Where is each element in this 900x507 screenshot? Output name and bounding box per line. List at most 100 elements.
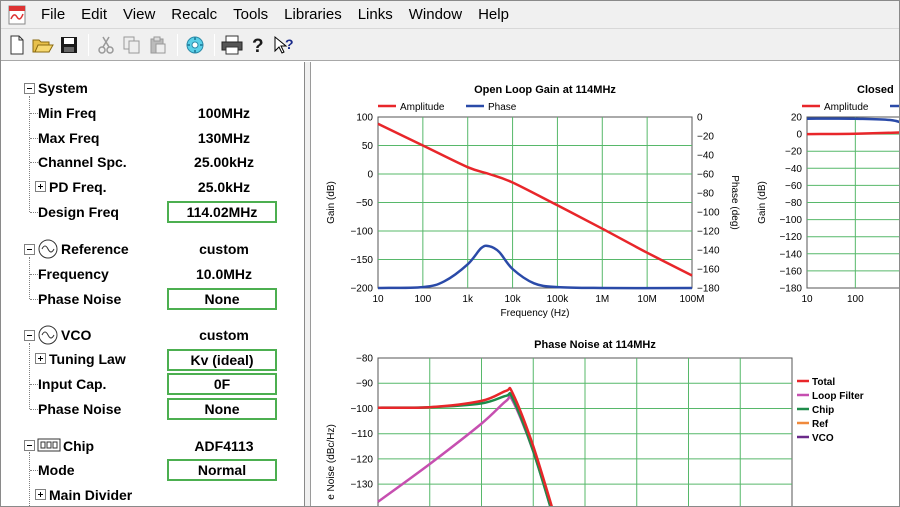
x-tick-label: 1k [898, 294, 900, 305]
tuning-law-input[interactable]: Kv (ideal) [167, 349, 277, 371]
y-tick-label: 100 [356, 113, 373, 124]
main-divider-label[interactable]: Main Divider [49, 487, 133, 503]
y-tick-label: −110 [351, 429, 373, 440]
y-tick-label: −80 [785, 198, 802, 209]
tuning-law-label[interactable]: Tuning Law [49, 351, 126, 367]
y-tick-label: −160 [779, 266, 802, 277]
save-icon[interactable] [57, 33, 81, 57]
channel-spacing-value[interactable]: 25.00kHz [194, 154, 254, 170]
group-system-label[interactable]: System [38, 80, 88, 96]
design-freq-label[interactable]: Design Freq [38, 204, 119, 220]
mode-label[interactable]: Mode [38, 462, 75, 478]
menu-tools[interactable]: Tools [233, 5, 269, 23]
pd-freq-label[interactable]: PD Freq. [49, 179, 107, 195]
paste-icon[interactable] [146, 33, 170, 57]
reference-phase-noise-label[interactable]: Phase Noise [38, 291, 122, 307]
expand-tuning-law-icon[interactable] [35, 353, 46, 364]
open-folder-icon[interactable] [31, 33, 55, 57]
chip-icon [37, 438, 61, 455]
y-tick-label: −100 [350, 404, 373, 415]
expand-pd-freq-icon[interactable] [35, 181, 46, 192]
series-line-amplitude [806, 131, 899, 136]
x-tick-label: 10M [637, 294, 656, 305]
vco-value[interactable]: custom [199, 327, 249, 343]
menu-libraries[interactable]: Libraries [284, 5, 342, 23]
min-freq-label[interactable]: Min Freq [38, 105, 97, 121]
reference-phase-noise-input[interactable]: None [167, 288, 277, 310]
menu-links[interactable]: Links [357, 5, 393, 23]
input-cap-input[interactable]: 0F [167, 373, 277, 395]
vco-phase-noise-label[interactable]: Phase Noise [38, 401, 122, 417]
vco-phase-noise-input[interactable]: None [167, 398, 277, 420]
input-cap-label[interactable]: Input Cap. [38, 376, 107, 392]
mode-input[interactable]: Normal [167, 459, 277, 481]
legend-label-total: Total [812, 377, 835, 388]
min-freq-value[interactable]: 100MHz [197, 105, 251, 121]
y-tick-label: 20 [791, 113, 803, 124]
toolbar-separator [177, 33, 178, 56]
menu-file[interactable]: File [41, 5, 66, 23]
y-axis-label: Gain (dB) [757, 181, 768, 224]
chart-title-open-loop: Open Loop Gain at 114MHz [474, 84, 616, 96]
tree-line [30, 470, 38, 471]
pd-freq-value[interactable]: 25.0kHz [197, 179, 251, 195]
menu-view[interactable]: View [123, 5, 156, 23]
collapse-reference-icon[interactable] [24, 244, 35, 255]
menu-recalc[interactable]: Recalc [171, 5, 218, 23]
sine-source-icon [37, 239, 59, 262]
new-file-icon[interactable] [5, 33, 29, 57]
group-reference-label[interactable]: Reference [61, 241, 129, 257]
tree-line [30, 212, 38, 213]
menu-help[interactable]: Help [478, 5, 509, 23]
collapse-vco-icon[interactable] [24, 330, 35, 341]
group-chip-label[interactable]: Chip [63, 438, 95, 454]
copy-icon[interactable] [120, 33, 144, 57]
panel-splitter[interactable] [305, 62, 311, 506]
y-tick-label: −100 [350, 227, 373, 238]
menu-bar: File Edit View Recalc Tools Libraries Li… [1, 1, 899, 29]
max-freq-label[interactable]: Max Freq [38, 130, 100, 146]
chip-value[interactable]: ADF4113 [194, 438, 254, 454]
y-tick-label: −100 [779, 215, 802, 226]
app-logo-icon[interactable] [7, 4, 29, 26]
design-freq-input[interactable]: 114.02MHz [167, 201, 277, 223]
simulate-icon[interactable] [183, 33, 207, 57]
menu-window[interactable]: Window [408, 5, 463, 23]
print-icon[interactable] [220, 33, 244, 57]
reference-value[interactable]: custom [199, 241, 249, 257]
y2-tick-label: −160 [697, 265, 720, 276]
reference-frequency-value[interactable]: 10.0MHz [195, 266, 253, 282]
y-tick-label: 0 [796, 130, 802, 141]
collapse-system-icon[interactable] [24, 83, 35, 94]
x-axis-label: Frequency (Hz) [501, 308, 570, 319]
x-tick-label: 100k [547, 294, 570, 305]
y-tick-label: −40 [785, 164, 802, 175]
context-help-icon[interactable]: ? [272, 33, 296, 57]
charts-canvas: 10 100 1k 10k 100k 1M 10M 100M100500−50−100−150… [326, 84, 900, 506]
max-freq-value[interactable]: 130MHz [197, 130, 251, 146]
y-tick-label: −20 [785, 147, 802, 158]
menu-edit[interactable]: Edit [81, 5, 108, 23]
y-tick-label: −180 [779, 284, 802, 295]
x-tick-label: 1k [462, 294, 474, 305]
tree-line [30, 409, 38, 410]
y-tick-label: 0 [367, 170, 373, 181]
tree-line [30, 113, 38, 114]
collapse-chip-icon[interactable] [24, 440, 35, 451]
legend-label-loop-filter: Loop Filter [812, 391, 864, 402]
x-tick-label: 1M [595, 294, 609, 305]
help-icon[interactable]: ? [246, 33, 270, 57]
y2-tick-label: −20 [697, 132, 714, 143]
group-vco-label[interactable]: VCO [61, 327, 92, 343]
sine-source-icon [37, 325, 59, 348]
y2-axis-label: Phase (deg) [729, 175, 740, 229]
tree-line [29, 452, 30, 506]
legend-label-ref: Ref [812, 419, 829, 430]
expand-main-divider-icon[interactable] [35, 489, 46, 500]
reference-frequency-label[interactable]: Frequency [38, 266, 109, 282]
cut-icon[interactable] [94, 33, 118, 57]
x-tick-label: 100 [415, 294, 432, 305]
y-axis-label: e Noise (dBc/Hz) [326, 424, 337, 500]
channel-spacing-label[interactable]: Channel Spc. [38, 154, 127, 170]
